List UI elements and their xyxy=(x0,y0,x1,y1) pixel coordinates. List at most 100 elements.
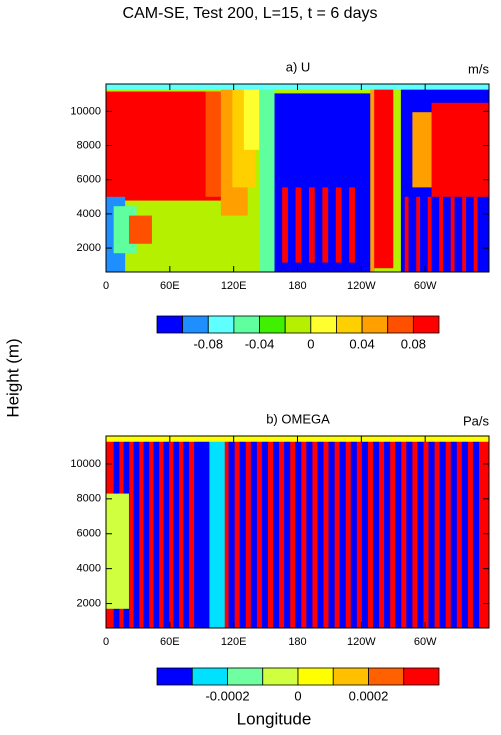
x-tick-label: 0 xyxy=(103,636,109,648)
contour-region xyxy=(239,436,246,628)
contour-region xyxy=(295,436,302,628)
contour-region xyxy=(153,436,160,628)
contour-region xyxy=(133,436,140,628)
y-axis-label: Height (m) xyxy=(3,338,22,417)
contour-region xyxy=(308,187,315,263)
panel-title: b) OMEGA xyxy=(266,411,330,426)
x-tick-label: 180 xyxy=(288,280,306,292)
contour-region xyxy=(472,436,480,628)
colorbar-box xyxy=(259,315,286,334)
contour-region xyxy=(282,187,288,263)
x-tick-label: 60E xyxy=(160,636,180,648)
contour-region xyxy=(128,215,152,244)
contour-region xyxy=(328,436,335,628)
y-tick-label: 4000 xyxy=(77,563,101,575)
colorbar-box xyxy=(336,315,363,334)
contour-region xyxy=(335,187,342,263)
colorbar-box xyxy=(227,667,264,686)
contour-region xyxy=(374,87,394,269)
contour-region xyxy=(416,196,421,272)
y-tick-label: 8000 xyxy=(77,139,101,151)
contour-region xyxy=(439,196,444,272)
x-tick-label: 120E xyxy=(221,280,247,292)
contour-region xyxy=(261,436,269,628)
contour-region xyxy=(339,436,346,628)
y-tick-label: 6000 xyxy=(77,528,101,540)
y-tick-label: 4000 xyxy=(77,208,101,220)
colorbar-label: 0.0002 xyxy=(349,688,389,703)
colorbar-box xyxy=(262,667,299,686)
contour-region xyxy=(143,436,150,628)
colorbar-box xyxy=(207,315,235,334)
colorbar-label: 0 xyxy=(294,688,301,703)
x-tick-label: 0 xyxy=(103,280,109,292)
y-tick-label: 2000 xyxy=(77,597,101,609)
contour-region xyxy=(395,436,402,628)
x-tick-label: 120W xyxy=(347,280,376,292)
contour-field xyxy=(106,84,489,272)
colorbar-box xyxy=(412,315,440,334)
contour-region xyxy=(439,436,446,628)
contour-field xyxy=(106,436,489,628)
y-tick-label: 2000 xyxy=(77,242,101,254)
contour-region xyxy=(173,436,180,628)
colorbar-box xyxy=(233,315,260,334)
panel-units: Pa/s xyxy=(463,413,490,428)
contour-region xyxy=(106,493,129,609)
x-tick-label: 180 xyxy=(288,636,306,648)
panel-units: m/s xyxy=(468,61,489,76)
colorbar-box xyxy=(332,667,369,686)
contour-region xyxy=(412,112,432,188)
colorbar-box xyxy=(156,315,184,334)
contour-region xyxy=(317,436,324,628)
colorbar-box xyxy=(191,667,228,686)
colorbar-box xyxy=(403,667,440,686)
contour-region xyxy=(428,436,435,628)
colorbar-box xyxy=(310,315,337,334)
colorbar-label: 0 xyxy=(307,336,314,351)
colorbar-box xyxy=(368,667,405,686)
contour-region xyxy=(259,84,275,272)
contour-region xyxy=(163,436,170,628)
contour-region xyxy=(417,436,424,628)
contour-region xyxy=(384,436,391,628)
contour-region xyxy=(406,436,413,628)
contour-region xyxy=(361,436,368,628)
x-tick-label: 120W xyxy=(347,636,376,648)
contour-region xyxy=(473,196,478,272)
colorbar-label: -0.08 xyxy=(193,336,223,351)
y-tick-label: 6000 xyxy=(77,174,101,186)
x-axis-label: Longitude xyxy=(237,709,312,728)
colorbar-box xyxy=(156,667,193,686)
contour-region xyxy=(250,436,257,628)
contour-region xyxy=(272,436,280,628)
figure-title: CAM-SE, Test 200, L=15, t = 6 days xyxy=(123,5,378,22)
contour-region xyxy=(350,436,357,628)
y-tick-label: 10000 xyxy=(70,458,101,470)
contour-region xyxy=(370,84,375,272)
colorbar-box xyxy=(387,315,414,334)
contour-region xyxy=(183,436,190,628)
contour-region xyxy=(427,196,432,272)
contour-region xyxy=(404,196,409,272)
colorbar-box xyxy=(297,667,334,686)
contour-region xyxy=(284,436,291,628)
contour-region xyxy=(461,436,468,628)
contour-region xyxy=(431,102,489,197)
colorbar-box xyxy=(182,315,209,334)
y-tick-label: 10000 xyxy=(70,105,101,117)
contour-region xyxy=(295,187,302,263)
colorbar-box xyxy=(284,315,312,334)
contour-region xyxy=(349,187,355,263)
colorbar-box xyxy=(361,315,389,334)
contour-region xyxy=(228,436,235,628)
contour-region xyxy=(306,436,313,628)
x-tick-label: 60W xyxy=(414,280,437,292)
colorbar-label: -0.04 xyxy=(245,336,275,351)
contour-region xyxy=(372,436,380,628)
contour-region xyxy=(322,187,329,263)
contour-region xyxy=(209,436,225,628)
x-tick-label: 60E xyxy=(160,280,180,292)
contour-region xyxy=(450,436,457,628)
